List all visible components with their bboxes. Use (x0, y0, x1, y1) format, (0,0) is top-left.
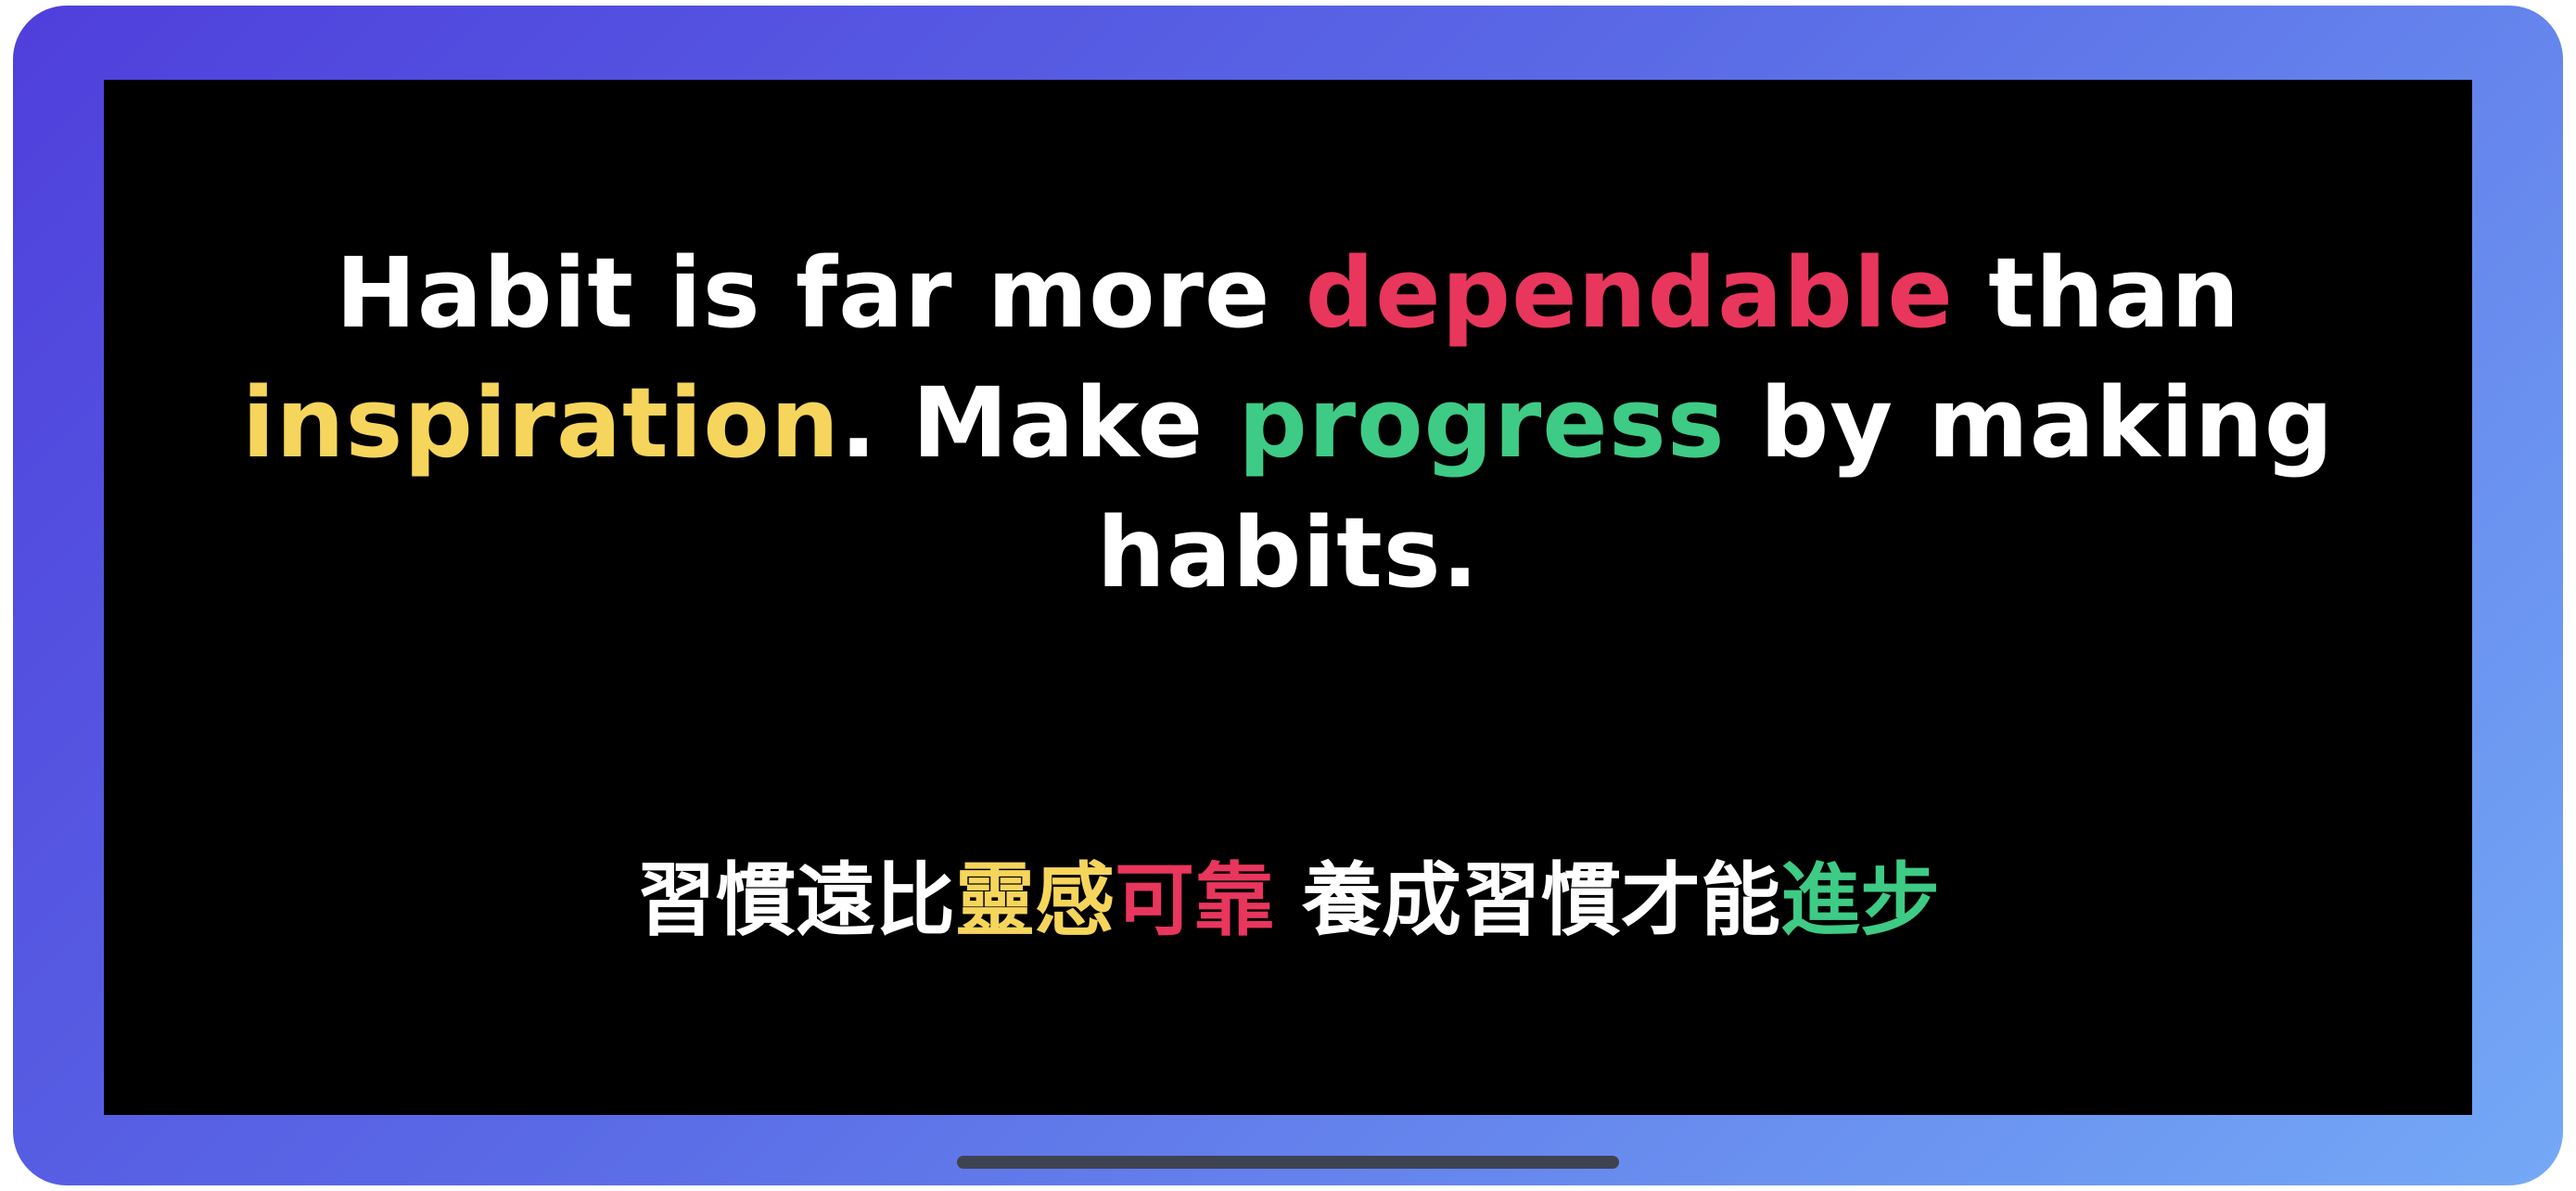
device-frame: Habit is far more dependable than inspir… (13, 6, 2563, 1185)
highlight-zh-dependable: 可靠 (1115, 854, 1274, 947)
quote-zh-part1: 習慣遠比 (636, 854, 955, 947)
quote-zh-part2: 養成習慣才能 (1274, 854, 1780, 947)
chinese-quote: 習慣遠比靈感可靠 養成習慣才能進步 (104, 850, 2472, 952)
highlight-inspiration: inspiration (242, 366, 840, 480)
quote-en-part3: . Make (840, 366, 1239, 480)
english-quote: Habit is far more dependable than inspir… (187, 228, 2389, 618)
highlight-zh-progress: 進步 (1780, 854, 1940, 947)
highlight-zh-inspiration: 靈感 (955, 854, 1115, 947)
home-indicator-bar[interactable] (957, 1156, 1619, 1169)
quote-en-part1: Habit is far more (336, 237, 1306, 350)
highlight-progress: progress (1238, 366, 1725, 480)
quote-screen: Habit is far more dependable than inspir… (104, 80, 2472, 1115)
highlight-dependable: dependable (1306, 237, 1954, 350)
quote-en-part2: than (1954, 237, 2240, 350)
